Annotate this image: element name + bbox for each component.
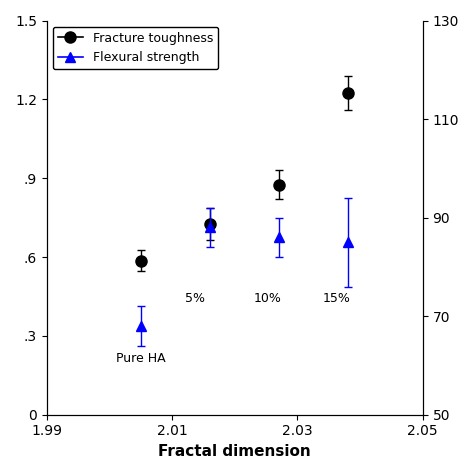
Text: 10%: 10%: [254, 292, 282, 305]
X-axis label: Fractal dimension: Fractal dimension: [158, 444, 311, 459]
Text: Pure HA: Pure HA: [116, 352, 165, 365]
Text: 15%: 15%: [322, 292, 350, 305]
Text: 5%: 5%: [184, 292, 205, 305]
Legend: Fracture toughness, Flexural strength: Fracture toughness, Flexural strength: [53, 27, 219, 69]
